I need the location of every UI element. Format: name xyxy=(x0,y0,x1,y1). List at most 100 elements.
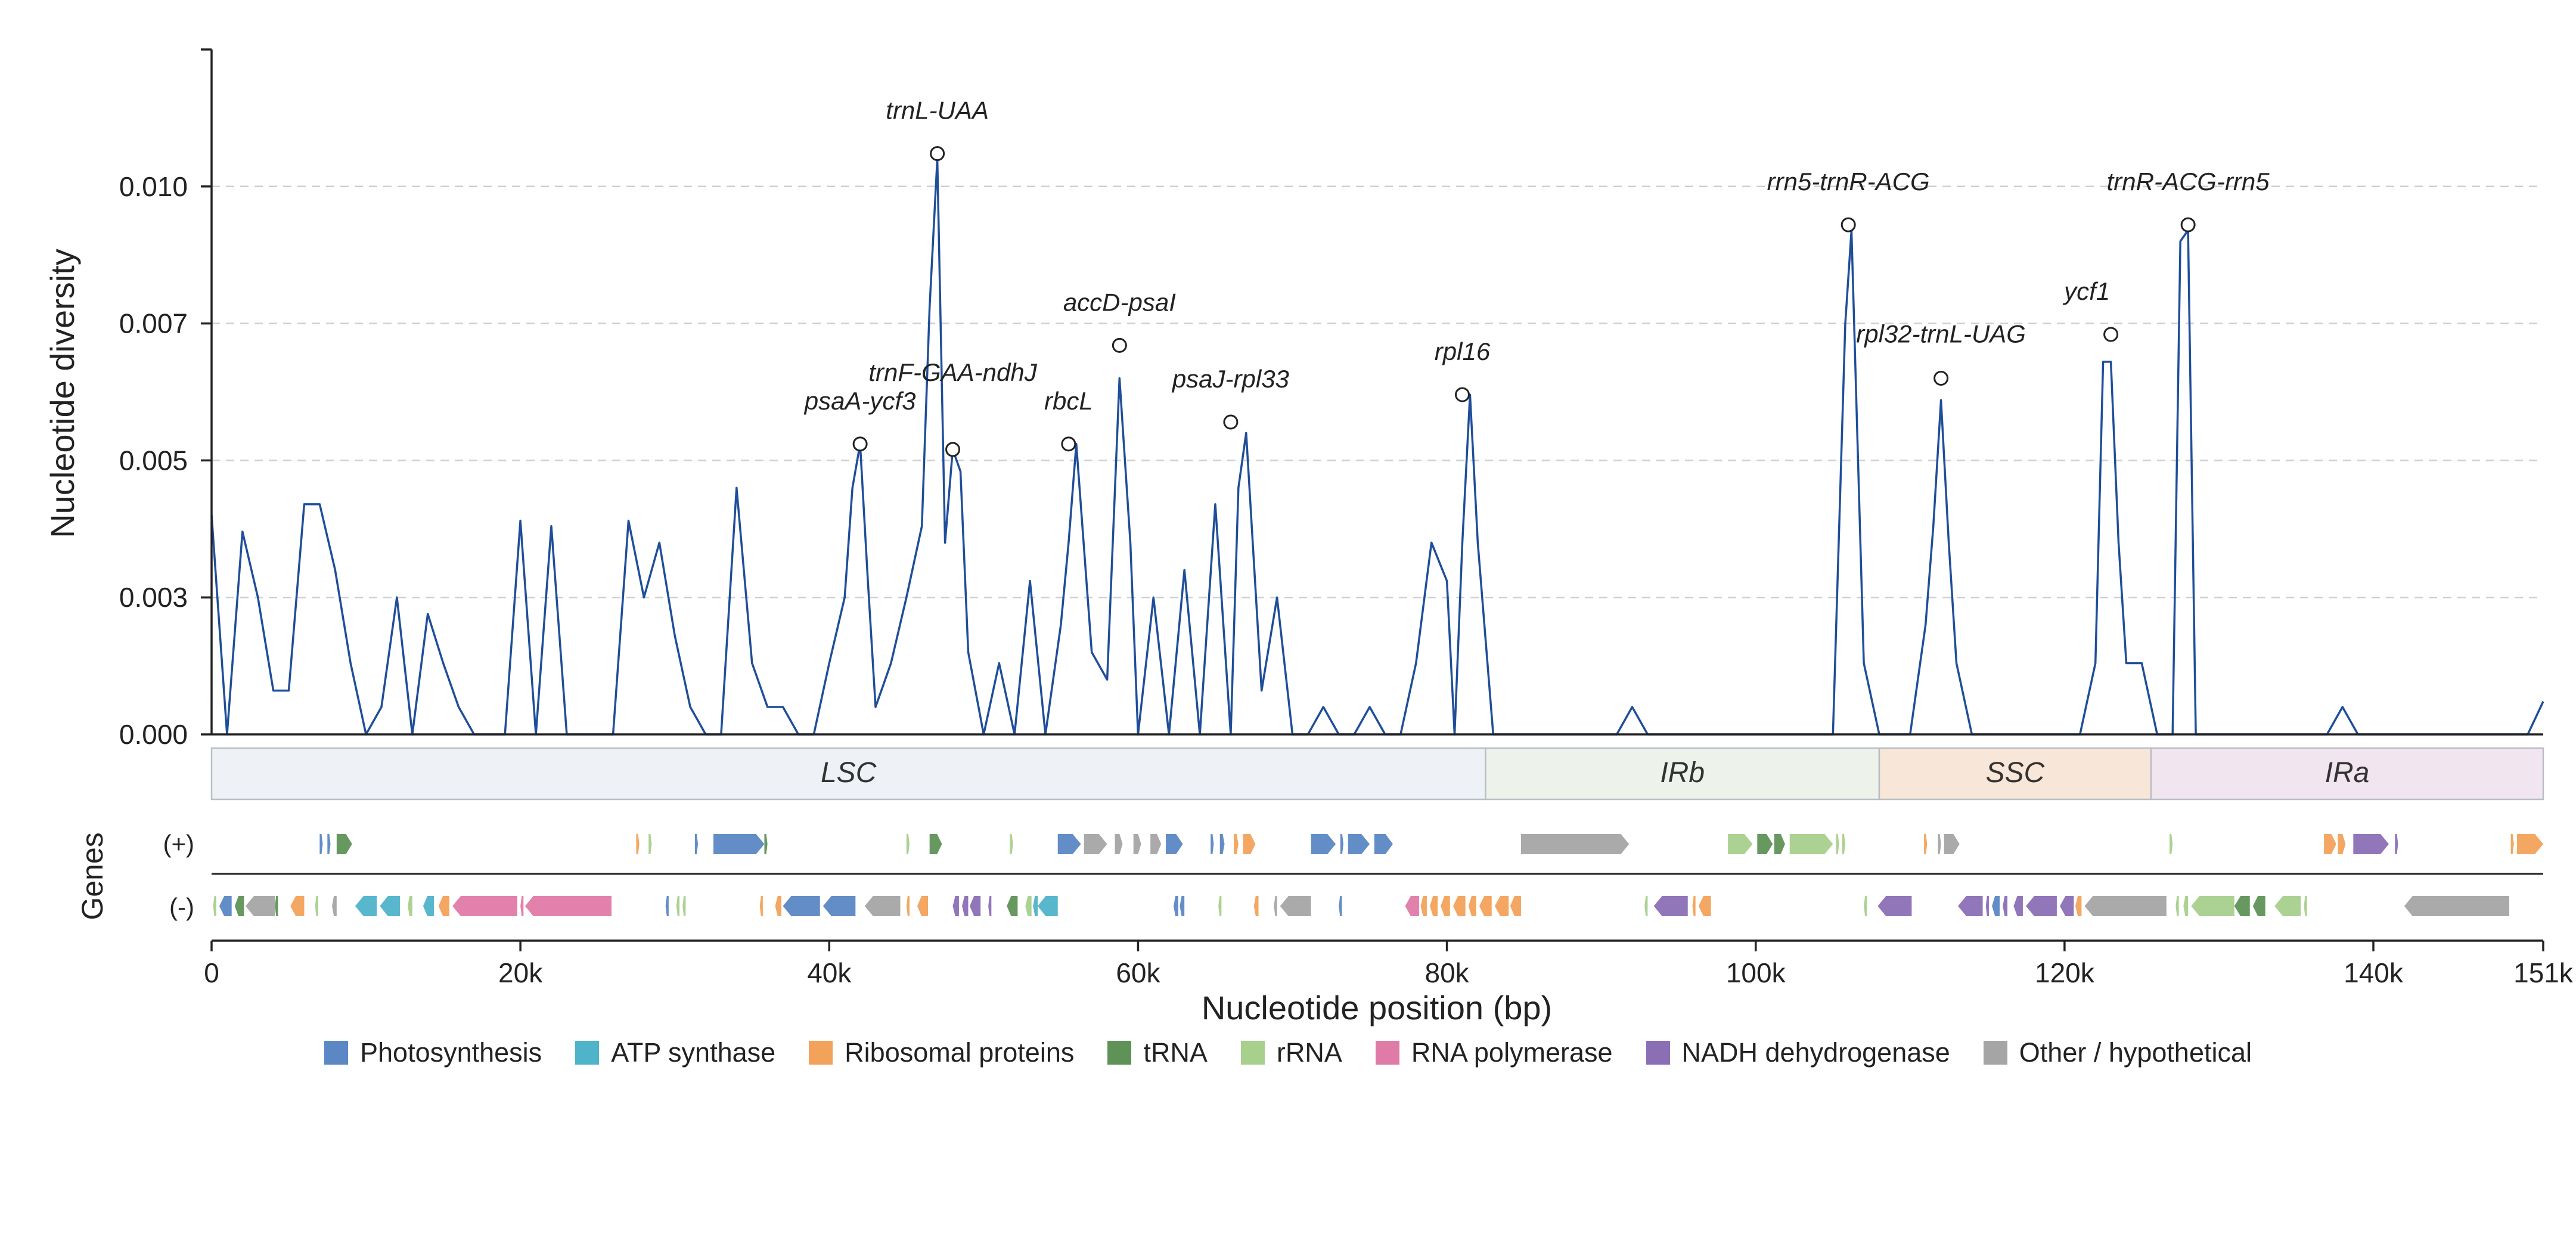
legend-swatch xyxy=(1107,1041,1132,1065)
gene-plus-strand xyxy=(2170,834,2173,854)
peak-marker-0 xyxy=(852,436,868,452)
gene-minus-strand xyxy=(275,896,278,916)
peak-marker-8 xyxy=(1933,371,1949,386)
gene-minus-strand xyxy=(213,896,216,916)
gene-plus-strand xyxy=(1789,834,1833,854)
gene-minus-strand xyxy=(2252,896,2265,916)
legend-item-4: rRNA xyxy=(1240,1037,1342,1068)
gene-minus-strand xyxy=(1025,896,1032,916)
gene-plus-strand xyxy=(1944,834,1960,854)
gene-plus-strand xyxy=(1166,834,1183,854)
legend-label: tRNA xyxy=(1143,1037,1208,1068)
gene-plus-strand xyxy=(1774,834,1785,854)
genes-track-label: Genes xyxy=(76,832,109,920)
gene-plus-strand xyxy=(319,834,323,854)
gene-plus-strand xyxy=(1836,834,1839,854)
gene-minus-strand xyxy=(1038,896,1058,916)
gene-minus-strand xyxy=(1864,896,1867,916)
x-tick-label-8: 151k xyxy=(2513,957,2574,988)
gene-minus-strand xyxy=(315,896,318,916)
legend-item-2: Ribosomal proteins xyxy=(809,1037,1074,1068)
region-label-irb: IRb xyxy=(1660,757,1705,789)
gene-minus-strand xyxy=(524,896,612,916)
peak-marker-4 xyxy=(1112,337,1127,353)
x-tick-label-6: 120k xyxy=(2035,957,2095,988)
gene-minus-strand xyxy=(355,896,377,916)
y-tick-label-3: 0.007 xyxy=(119,308,188,339)
gene-minus-strand xyxy=(1218,896,1222,916)
gene-minus-strand xyxy=(438,896,449,916)
peak-marker-10 xyxy=(2180,217,2196,232)
gene-plus-strand xyxy=(327,834,331,854)
gene-plus-strand xyxy=(713,834,765,854)
gene-minus-strand xyxy=(520,896,524,916)
peak-label-4: accD-psaI xyxy=(1063,288,1176,316)
peak-label-8: rpl32-trnL-UAG xyxy=(1856,320,2026,348)
gene-minus-strand xyxy=(1992,896,2000,916)
gene-minus-strand xyxy=(1958,896,1983,916)
legend-label: RNA polymerase xyxy=(1411,1037,1613,1068)
gene-plus-strand xyxy=(694,834,699,854)
x-axis-label: Nucleotide position (bp) xyxy=(1202,989,1552,1026)
diversity-line xyxy=(210,158,2544,736)
gene-plus-strand xyxy=(2338,834,2346,854)
gene-minus-strand xyxy=(2060,896,2074,916)
region-bar: LSC IRb SSC IRa xyxy=(210,747,2544,801)
gene-plus-strand xyxy=(906,834,910,854)
gene-minus-strand xyxy=(1405,896,1419,916)
gene-minus-strand xyxy=(2075,896,2082,916)
gene-minus-strand xyxy=(1174,896,1178,916)
gene-minus-strand xyxy=(906,896,910,916)
legend-item-0: Photosynthesis xyxy=(324,1037,542,1068)
legend-swatch xyxy=(1375,1041,1399,1065)
gene-plus-strand xyxy=(1311,834,1336,854)
axes: 0.000 0.003 0.005 0.007 0.010 0 20k 40k 60k 80k 10… xyxy=(119,48,2574,988)
x-tick-label-4: 80k xyxy=(1424,957,1469,988)
region-ira xyxy=(2150,747,2544,801)
gene-minus-strand xyxy=(682,896,686,916)
peak-marker-2 xyxy=(945,442,961,457)
gene-plus-strand xyxy=(1243,834,1256,854)
x-tick-label-1: 20k xyxy=(498,957,543,988)
gene-plus-strand xyxy=(1842,834,1845,854)
gene-minus-strand xyxy=(2274,896,2301,916)
gene-minus-strand xyxy=(2191,896,2234,916)
gene-minus-strand xyxy=(408,896,412,916)
y-tick-label-1: 0.003 xyxy=(119,582,188,613)
gene-minus-strand xyxy=(1033,896,1038,916)
legend-label: NADH dehydrogenase xyxy=(1681,1037,1950,1068)
legend-label: Ribosomal proteins xyxy=(845,1037,1075,1068)
x-tick-label-5: 100k xyxy=(1726,957,1786,988)
strand-plus-label: (+) xyxy=(163,830,195,858)
region-lsc xyxy=(210,747,1486,801)
gene-plus-strand xyxy=(648,834,652,854)
gene-plus-strand xyxy=(1234,834,1239,854)
y-tick-label-2: 0.005 xyxy=(119,445,188,476)
peak-label-5: psaJ-rpl33 xyxy=(1171,365,1289,393)
peak-marker-3 xyxy=(1061,436,1076,452)
gene-plus-strand xyxy=(764,834,768,854)
peak-marker-9 xyxy=(2103,327,2119,342)
gene-plus-strand xyxy=(1211,834,1214,854)
peak-label-7: rrn5-trnR-ACG xyxy=(1767,168,1930,196)
gene-minus-strand xyxy=(1510,896,1521,916)
x-tick-label-0: 0 xyxy=(204,957,219,988)
legend-swatch xyxy=(809,1041,833,1065)
gene-plus-strand xyxy=(1924,834,1928,854)
x-tick-label-3: 60k xyxy=(1116,957,1160,988)
gene-minus-strand xyxy=(1698,896,1711,916)
peak-marker-7 xyxy=(1841,217,1856,232)
gene-plus-strand xyxy=(1084,834,1107,854)
gene-plus-strand xyxy=(1348,834,1370,854)
gene-minus-strand xyxy=(759,896,763,916)
gene-minus-strand xyxy=(1253,896,1259,916)
gene-category-legend: Photosynthesis ATP synthase Ribosomal prot… xyxy=(0,1037,2576,1068)
gene-minus-strand xyxy=(917,896,929,916)
gene-minus-strand xyxy=(962,896,969,916)
peak-marker-6 xyxy=(1454,387,1470,402)
y-axis-label: Nucleotide diversity xyxy=(44,249,81,538)
peak-label-6: rpl16 xyxy=(1435,337,1491,365)
gene-minus-strand xyxy=(452,896,517,916)
gene-minus-strand xyxy=(332,896,337,916)
y-tick-label-0: 0.000 xyxy=(119,719,188,750)
